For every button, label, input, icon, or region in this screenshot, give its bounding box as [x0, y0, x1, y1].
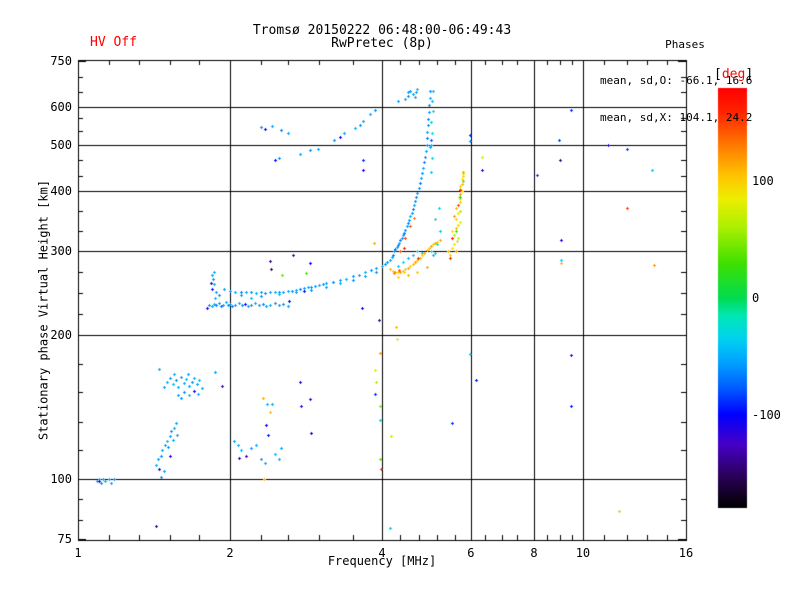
x-tick-label: 2 [226, 546, 234, 560]
bracket-open: [ [714, 67, 722, 82]
x-tick-label: 4 [378, 546, 386, 560]
colorbar-unit-label: [deg] [714, 67, 754, 82]
phases-x-mode-stats: mean, sd,X: 104.1, 24.2 [600, 110, 753, 124]
deg-text: deg [721, 67, 746, 82]
phases-o-mode-stats: mean, sd,O: -66.1, 16.6 [600, 74, 753, 88]
y-tick-label: 300 [50, 244, 72, 259]
y-tick-label: 400 [50, 184, 72, 199]
hv-status-label: HV Off [90, 35, 137, 50]
colorbar-tick-label: -100 [752, 407, 781, 422]
x-axis-title: Frequency [MHz] [327, 554, 437, 568]
phases-summary: Phases mean, sd,O: -66.1, 16.6 mean, sd,… [600, 15, 770, 148]
y-tick-label: 600 [50, 100, 72, 115]
x-tick-label: 6 [467, 546, 475, 560]
y-tick-label: 200 [50, 328, 72, 343]
phases-title: Phases [665, 38, 705, 52]
colorbar-tick-label: 0 [752, 291, 760, 305]
colorbar-tick-label: 100 [752, 174, 774, 189]
y-tick-label: 500 [50, 138, 72, 153]
bracket-close: ] [745, 67, 754, 82]
x-tick-label: 8 [530, 546, 538, 560]
plot-subtitle: RwPretec (8p) [331, 36, 433, 51]
y-tick-label: 75 [57, 532, 72, 546]
y-tick-label: 750 [50, 54, 72, 68]
x-tick-label: 10 [575, 546, 591, 560]
plot-title: Tromsø 20150222 06:48:00-06:49:43 [252, 23, 512, 38]
y-tick-label: 100 [50, 472, 72, 487]
x-tick-label: 1 [74, 546, 82, 560]
y-axis-title: Stationary phase Virtual Height [km] [36, 179, 51, 441]
x-tick-label: 16 [678, 546, 694, 560]
